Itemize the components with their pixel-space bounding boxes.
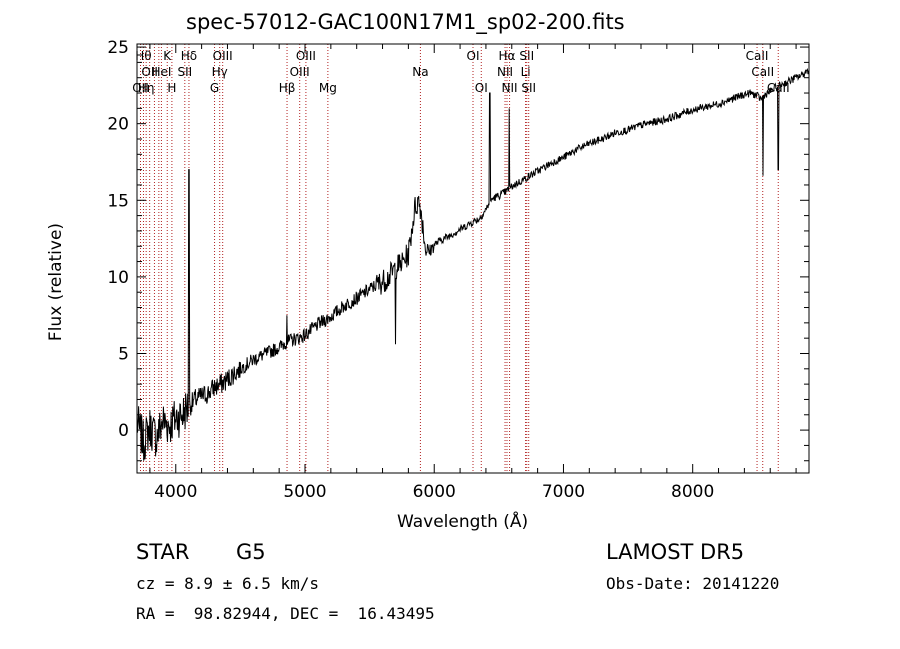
object-class: STAR xyxy=(136,540,190,564)
line-marker-label: NII xyxy=(497,65,513,79)
line-marker-label: SII xyxy=(519,49,534,63)
line-marker-label: K xyxy=(163,49,172,63)
line-marker-label: NII xyxy=(502,81,518,95)
line-marker-label: OII xyxy=(141,65,158,79)
y-tick-label: 0 xyxy=(118,421,129,441)
line-marker-label: Hδ xyxy=(181,49,197,63)
line-marker-label: Na xyxy=(412,65,428,79)
object-subclass: G5 xyxy=(236,540,266,564)
sky-coordinates: RA = 98.82944, DEC = 16.43495 xyxy=(136,604,435,623)
x-tick-label: 4000 xyxy=(154,482,197,502)
line-marker-label: Hη xyxy=(138,81,155,95)
y-tick-label: 15 xyxy=(107,191,129,211)
x-tick-label: 8000 xyxy=(671,482,714,502)
plot-frame xyxy=(136,43,810,474)
line-marker-label: Li xyxy=(521,65,531,79)
line-marker-label: Hθ xyxy=(135,49,151,63)
line-marker-label: OI xyxy=(475,81,488,95)
line-marker-label: G xyxy=(210,81,219,95)
line-marker-label: OIII xyxy=(213,49,233,63)
redshift-velocity: cz = 8.9 ± 6.5 km/s xyxy=(136,574,320,593)
line-marker-label: OII xyxy=(132,81,149,95)
line-marker-label: Hβ xyxy=(279,81,296,95)
line-marker-label: SII xyxy=(521,81,536,95)
line-marker-label: Hα xyxy=(499,49,516,63)
x-axis-label: Wavelength (Å) xyxy=(397,512,529,532)
line-marker-label: OIII xyxy=(290,65,310,79)
line-marker-label: CaII xyxy=(751,65,774,79)
line-marker-label: Mg xyxy=(319,81,337,95)
y-tick-label: 25 xyxy=(107,38,129,58)
x-tick-label: 6000 xyxy=(413,482,456,502)
line-marker-label: OI xyxy=(467,49,480,63)
spectrum-line xyxy=(136,68,810,461)
line-marker-label: H xyxy=(167,81,176,95)
y-axis-label: Flux (relative) xyxy=(46,222,66,342)
line-marker-label: SII xyxy=(177,65,192,79)
observation-date: Obs-Date: 20141220 xyxy=(606,574,780,593)
line-marker-label: Hγ xyxy=(212,65,228,79)
y-tick-label: 20 xyxy=(107,115,129,135)
chart-title: spec-57012-GAC100N17M1_sp02-200.fits xyxy=(186,10,625,34)
x-tick-label: 7000 xyxy=(542,482,585,502)
line-marker-label: CaII xyxy=(746,49,769,63)
x-tick-label: 5000 xyxy=(283,482,326,502)
y-tick-label: 10 xyxy=(107,268,129,288)
survey-name: LAMOST DR5 xyxy=(606,540,745,564)
line-marker-label: HeI xyxy=(151,65,171,79)
y-tick-label: 5 xyxy=(118,344,129,364)
line-marker-label: OIII xyxy=(296,49,316,63)
